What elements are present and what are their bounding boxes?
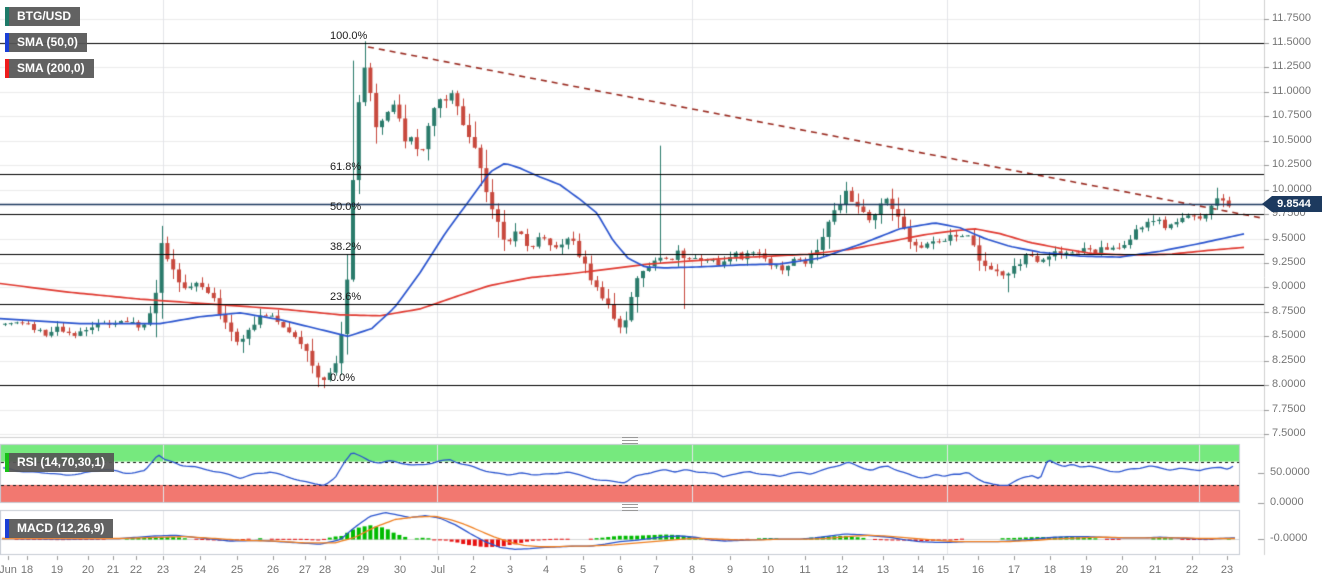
- pane-resize-handle-macd[interactable]: [622, 504, 638, 511]
- time-axis-label: 25: [230, 564, 244, 576]
- time-axis-label: 23: [156, 564, 170, 576]
- time-axis-label: 3: [506, 564, 514, 576]
- sma50-color-strip: [5, 33, 9, 52]
- pane-resize-handle-rsi[interactable]: [622, 437, 638, 444]
- time-axis-label: 7: [652, 564, 660, 576]
- sma200-color-strip: [5, 59, 9, 78]
- price-axis-label: 8.0000: [1272, 378, 1306, 390]
- time-axis-label: 21: [1148, 564, 1162, 576]
- time-axis-label: 30: [393, 564, 407, 576]
- chart-legend: BTG/USD SMA (50,0) SMA (200,0): [5, 7, 94, 85]
- time-axis-label: 19: [1079, 564, 1093, 576]
- time-axis-label: 4: [542, 564, 550, 576]
- time-axis-label: Jun: [0, 564, 17, 576]
- time-axis-label: 14: [911, 564, 925, 576]
- time-axis-label: 22: [129, 564, 143, 576]
- time-axis-label: 5: [579, 564, 587, 576]
- price-axis-label: 10.0000: [1272, 183, 1312, 195]
- time-axis-label: 13: [876, 564, 890, 576]
- time-axis-label: 26: [266, 564, 280, 576]
- price-axis-label: 10.7500: [1272, 109, 1312, 121]
- price-axis-label: 7.5000: [1272, 427, 1306, 439]
- macd-axis-label: -0.0000: [1270, 532, 1308, 544]
- time-axis-label: 15: [936, 564, 950, 576]
- sma200-badge[interactable]: SMA (200,0): [5, 59, 94, 78]
- price-axis-label: 11.2500: [1272, 60, 1311, 72]
- time-axis-label: 10: [761, 564, 775, 576]
- price-axis-label: 9.0000: [1272, 280, 1306, 292]
- price-axis-label: 8.7500: [1272, 305, 1306, 317]
- time-axis-label: 16: [971, 564, 985, 576]
- last-price-badge: 9.8544: [1262, 196, 1322, 212]
- time-axis-label: 8: [688, 564, 696, 576]
- fib-level-label: 38.2%: [330, 241, 362, 253]
- symbol-color-strip: [5, 7, 9, 26]
- sma50-badge[interactable]: SMA (50,0): [5, 33, 87, 52]
- fib-level-label: 23.6%: [330, 291, 362, 303]
- time-axis-label: 24: [193, 564, 207, 576]
- time-axis-label: 12: [835, 564, 849, 576]
- fib-level-label: 50.0%: [330, 201, 362, 213]
- price-axis-label: 11.7500: [1272, 12, 1311, 24]
- price-axis-label: 11.0000: [1272, 85, 1311, 97]
- time-axis-label: 18: [20, 564, 34, 576]
- sma50-label: SMA (50,0): [17, 35, 78, 49]
- time-axis-label: 6: [616, 564, 624, 576]
- price-axis-label: 11.5000: [1272, 36, 1311, 48]
- price-axis-label: 9.5000: [1272, 232, 1306, 244]
- rsi-axis-label: 50.0000: [1270, 466, 1310, 478]
- time-axis-label: 20: [81, 564, 95, 576]
- rsi-axis-label: 0.0000: [1270, 496, 1304, 508]
- symbol-badge[interactable]: BTG/USD: [5, 7, 80, 26]
- time-axis-label: Jul: [430, 564, 446, 576]
- time-axis-label: 2: [469, 564, 477, 576]
- time-axis-label: 17: [1007, 564, 1021, 576]
- macd-indicator-badge[interactable]: MACD (12,26,9): [5, 519, 114, 538]
- price-axis-label: 10.5000: [1272, 134, 1312, 146]
- macd-label: MACD (12,26,9): [17, 521, 105, 535]
- macd-color-strip: [5, 519, 9, 538]
- time-axis-label: 21: [106, 564, 120, 576]
- time-axis-label: 27: [298, 564, 312, 576]
- price-axis-label: 10.2500: [1272, 158, 1312, 170]
- price-axis-label: 7.7500: [1272, 403, 1306, 415]
- time-axis-label: 28: [318, 564, 332, 576]
- time-axis-label: 23: [1220, 564, 1234, 576]
- rsi-label: RSI (14,70,30,1): [17, 455, 106, 469]
- price-axis-label: 9.2500: [1272, 256, 1306, 268]
- price-axis-label: 8.2500: [1272, 354, 1306, 366]
- rsi-indicator-badge[interactable]: RSI (14,70,30,1): [5, 453, 115, 472]
- time-axis-label: 22: [1185, 564, 1199, 576]
- fib-level-label: 0.0%: [330, 372, 356, 384]
- sma200-label: SMA (200,0): [17, 61, 85, 75]
- time-axis-label: 18: [1043, 564, 1057, 576]
- price-axis-label: 8.5000: [1272, 329, 1306, 341]
- fib-level-label: 61.8%: [330, 161, 362, 173]
- symbol-label: BTG/USD: [17, 9, 71, 23]
- time-axis-label: 9: [726, 564, 734, 576]
- time-axis-label: 20: [1115, 564, 1129, 576]
- time-axis-label: 11: [799, 564, 811, 576]
- rsi-color-strip: [5, 453, 9, 472]
- fib-level-label: 100.0%: [330, 30, 368, 42]
- time-axis-label: 29: [356, 564, 370, 576]
- time-axis-label: 19: [50, 564, 64, 576]
